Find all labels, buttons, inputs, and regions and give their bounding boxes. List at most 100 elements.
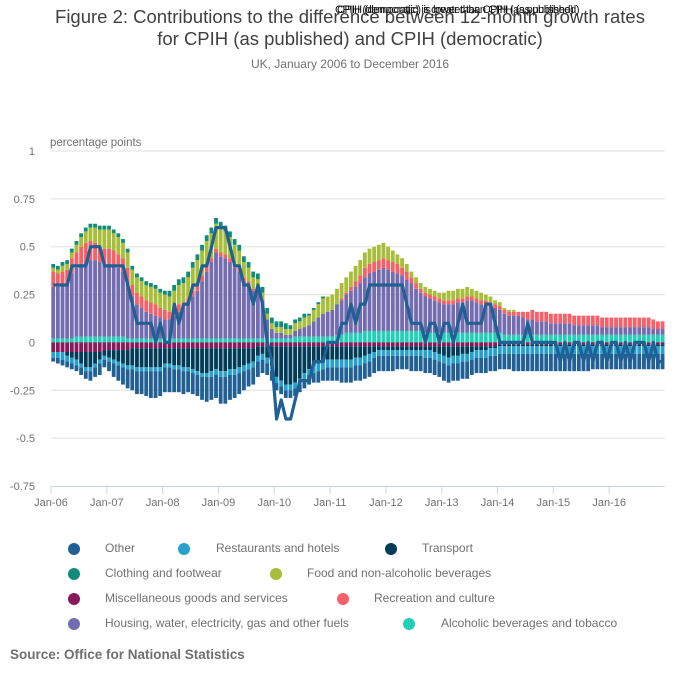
bar-segment-other — [539, 353, 544, 372]
bar-segment-alcohol — [274, 338, 279, 343]
bar-segment-clothing — [269, 317, 274, 324]
bar-segment-recreation — [642, 317, 646, 328]
bar-segment-other — [632, 353, 637, 370]
bar-segment-housing — [353, 286, 358, 333]
month-bar-stack — [390, 250, 395, 372]
bar-segment-food — [460, 288, 465, 299]
bar-segment-alcohol — [567, 334, 572, 343]
bar-segment-recreation — [246, 281, 251, 285]
bar-segment-misc — [307, 342, 311, 347]
bar-segment-food — [55, 269, 60, 274]
bar-segment-other — [293, 388, 297, 397]
bar-segment-transport — [335, 346, 339, 360]
bar-segment-alcohol — [158, 338, 163, 343]
bar-segment-restaurants — [404, 350, 409, 356]
bar-segment-clothing — [111, 229, 116, 234]
bar-segment-transport — [465, 346, 470, 354]
bar-segment-recreation — [535, 311, 539, 322]
bar-segment-alcohol — [632, 334, 637, 343]
bar-segment-misc — [242, 342, 246, 349]
bar-segment-food — [176, 285, 181, 305]
bar-segment-food — [190, 267, 195, 291]
bar-segment-restaurants — [493, 348, 498, 356]
bar-segment-alcohol — [553, 334, 558, 343]
bar-segment-housing — [572, 325, 577, 335]
bar-segment-alcohol — [107, 336, 111, 343]
bar-segment-transport — [283, 346, 288, 385]
bar-segment-recreation — [390, 262, 395, 272]
bar-segment-other — [251, 367, 256, 385]
bar-segment-food — [195, 260, 200, 285]
bar-segment-recreation — [190, 290, 195, 297]
bar-segment-restaurants — [544, 346, 549, 354]
bar-segment-transport — [218, 348, 223, 372]
bar-segment-transport — [181, 348, 186, 368]
bar-segment-food — [507, 309, 511, 312]
chart-title-line-2: for CPIH (as published) and CPIH (democr… — [157, 28, 543, 49]
bar-segment-housing — [237, 271, 242, 339]
bar-segment-restaurants — [567, 346, 572, 354]
bar-segment-clothing — [200, 244, 204, 251]
bar-segment-food — [483, 294, 488, 301]
bar-segment-restaurants — [604, 346, 609, 354]
bar-segment-misc — [404, 342, 409, 347]
bar-segment-clothing — [162, 290, 167, 295]
bar-segment-transport — [228, 348, 232, 370]
bar-segment-misc — [414, 342, 418, 347]
bar-segment-misc — [339, 342, 344, 347]
bar-segment-other — [562, 353, 567, 372]
bar-segment-other — [549, 353, 553, 372]
bar-segment-alcohol — [121, 336, 125, 343]
bar-segment-misc — [390, 342, 395, 347]
bar-segment-transport — [311, 346, 316, 366]
bar-segment-recreation — [158, 307, 163, 318]
bar-segment-misc — [493, 342, 498, 347]
month-bar-stack — [483, 294, 488, 374]
bar-segment-food — [139, 281, 144, 297]
bar-segment-other — [544, 353, 549, 372]
bar-segment-recreation — [367, 263, 372, 274]
bar-segment-transport — [93, 352, 97, 364]
bar-segment-housing — [302, 327, 307, 337]
bar-segment-other — [214, 374, 218, 398]
bar-segment-transport — [539, 344, 544, 347]
bar-segment-housing — [60, 285, 65, 339]
bar-segment-food — [395, 254, 400, 264]
bar-segment-housing — [251, 290, 256, 339]
bar-segment-clothing — [181, 277, 186, 284]
bar-segment-restaurants — [232, 369, 237, 375]
bar-segment-other — [209, 376, 214, 400]
month-bar-stack — [93, 223, 97, 377]
bar-segment-misc — [144, 342, 149, 349]
bar-segment-alcohol — [390, 330, 395, 343]
bar-segment-recreation — [214, 248, 218, 253]
month-bar-stack — [446, 290, 451, 383]
bar-segment-other — [172, 369, 177, 393]
bar-segment-recreation — [553, 313, 558, 324]
bar-segment-other — [237, 373, 242, 395]
bar-segment-restaurants — [553, 346, 558, 354]
bar-segment-transport — [404, 346, 409, 351]
bar-segment-alcohol — [74, 336, 79, 343]
bar-segment-misc — [558, 342, 563, 345]
bar-segment-other — [446, 365, 451, 383]
bar-segment-recreation — [148, 302, 153, 314]
bar-segment-food — [88, 227, 93, 241]
bar-segment-clothing — [195, 254, 200, 261]
month-bar-stack — [251, 271, 256, 385]
bar-segment-transport — [167, 348, 172, 364]
bar-segment-other — [135, 371, 139, 395]
bar-segment-other — [642, 353, 646, 370]
bar-segment-restaurants — [162, 363, 167, 368]
bar-segment-restaurants — [455, 355, 460, 364]
bar-segment-recreation — [549, 313, 553, 324]
bar-segment-transport — [525, 344, 530, 347]
month-bar-stack — [51, 263, 56, 362]
bar-segment-other — [242, 371, 246, 391]
bar-segment-restaurants — [251, 361, 256, 368]
bar-segment-alcohol — [316, 336, 321, 343]
bar-segment-recreation — [111, 250, 116, 266]
bar-segment-transport — [469, 346, 474, 352]
month-bar-stack — [148, 283, 153, 398]
bar-segment-housing — [469, 300, 474, 333]
